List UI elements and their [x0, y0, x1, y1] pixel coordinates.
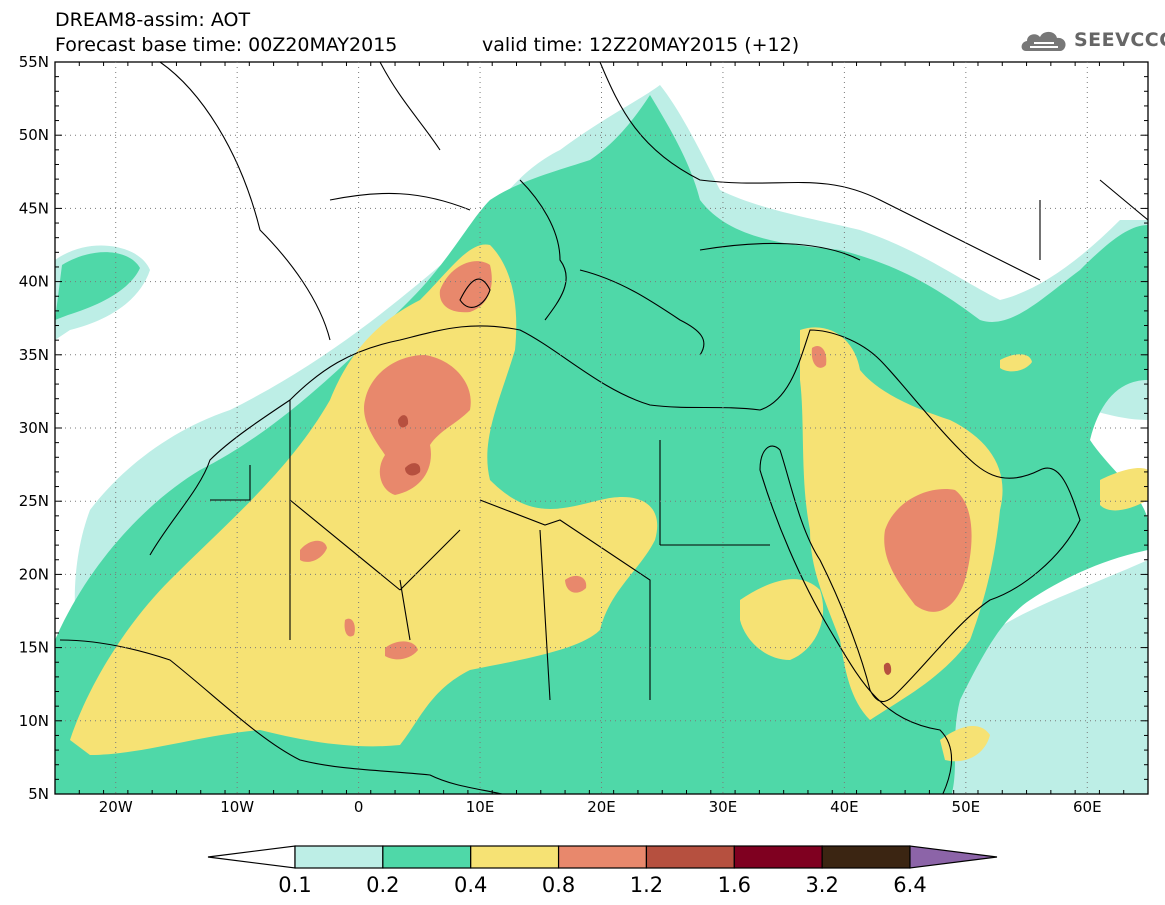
- lon-label: 30E: [709, 798, 738, 816]
- lon-label: 60E: [1073, 798, 1102, 816]
- lat-label: 35N: [19, 346, 49, 364]
- coastlines: [59, 62, 1148, 794]
- ticks: [54, 61, 1149, 795]
- lon-label: 40E: [830, 798, 859, 816]
- lat-label: 30N: [19, 419, 49, 437]
- cloud-icon: [1021, 31, 1066, 51]
- aot-band-0.8: [300, 261, 972, 660]
- lat-label: 15N: [19, 639, 49, 657]
- lat-label: 5N: [28, 785, 49, 803]
- forecast-base-time: Forecast base time: 00Z20MAY2015: [55, 34, 398, 56]
- lon-label: 20E: [587, 798, 616, 816]
- lat-label: 55N: [19, 53, 49, 71]
- lat-label: 40N: [19, 273, 49, 291]
- aot-band-1.2: [398, 415, 892, 675]
- latitude-labels: 55N 50N 45N 40N 35N 30N 25N 20N 15N 10N 5N: [19, 53, 49, 803]
- aot-field: [55, 62, 1148, 794]
- valid-time: valid time: 12Z20MAY2015 (+12): [482, 34, 800, 56]
- lat-label: 10N: [19, 712, 49, 730]
- map-title: DREAM8-assim: AOT: [55, 9, 251, 31]
- lon-label: 0: [354, 798, 364, 816]
- logo-text: SEEVCCC: [1074, 29, 1165, 51]
- longitude-labels: 20W 10W 0 10E 20E 30E 40E 50E 60E: [99, 798, 1102, 816]
- lat-label: 25N: [19, 492, 49, 510]
- lon-label: 20W: [99, 798, 133, 816]
- lat-label: 20N: [19, 565, 49, 583]
- lat-label: 50N: [19, 126, 49, 144]
- gridlines: [55, 62, 1148, 794]
- lat-label: 45N: [19, 199, 49, 217]
- lon-label: 10E: [466, 798, 495, 816]
- seevccc-logo: SEEVCCC: [1018, 25, 1165, 55]
- lon-label: 10W: [220, 798, 254, 816]
- lon-label: 50E: [952, 798, 981, 816]
